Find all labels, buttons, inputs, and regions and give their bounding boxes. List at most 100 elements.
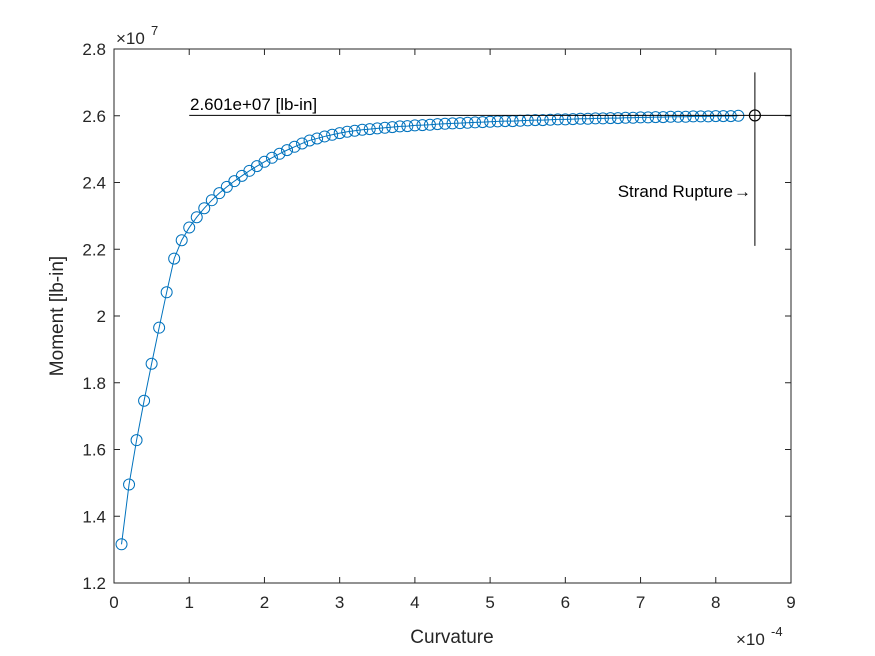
y-tick-label: 2	[97, 307, 106, 326]
series-point	[168, 252, 181, 265]
series-point	[296, 137, 309, 150]
series-point	[649, 111, 662, 124]
series-point	[190, 211, 203, 224]
rupture-point-marker	[748, 109, 761, 122]
series-point	[213, 187, 226, 200]
plot-content	[115, 72, 791, 551]
series-point	[341, 125, 354, 138]
series-point	[348, 124, 361, 137]
series-point	[220, 180, 233, 193]
series-point	[423, 118, 436, 131]
series-point	[446, 117, 459, 130]
series-point	[258, 155, 271, 168]
series-point	[153, 321, 166, 334]
series-point	[469, 116, 482, 129]
series-point	[378, 121, 391, 134]
series-point	[491, 115, 504, 128]
x-tick-label: 2	[260, 593, 269, 612]
y-tick-label: 1.6	[82, 441, 106, 460]
series-point	[311, 132, 324, 145]
series-point	[642, 111, 655, 124]
series-point	[250, 160, 263, 173]
y-exponent-multiplier: ×10	[116, 29, 145, 48]
x-tick-label: 1	[184, 593, 193, 612]
series-point	[551, 113, 564, 126]
y-axis-ticks: 1.2 1.4 1.6 1.8 2 2.2 2.4 2.6 2.8	[82, 40, 791, 593]
x-tick-label: 8	[711, 593, 720, 612]
series-point	[205, 194, 218, 207]
series-point	[438, 117, 451, 130]
series-point	[694, 110, 707, 123]
y-axis-label: Moment [lb-in]	[47, 256, 68, 376]
y-exponent-power: 7	[151, 23, 158, 38]
series-point	[288, 140, 301, 153]
y-tick-label: 2.4	[82, 174, 106, 193]
series-point	[664, 110, 677, 123]
x-axis-label: Curvature	[410, 627, 493, 648]
x-tick-label: 6	[561, 593, 570, 612]
series-point	[461, 116, 474, 129]
series-point	[123, 478, 136, 491]
series-point	[160, 286, 173, 299]
series-point	[401, 120, 414, 133]
y-tick-label: 1.4	[82, 507, 106, 526]
y-tick-label: 2.6	[82, 107, 106, 126]
series-point	[596, 112, 609, 125]
strand-rupture-arrow: →	[734, 182, 751, 201]
series-point	[273, 147, 286, 160]
series-point	[393, 120, 406, 133]
series-point	[589, 112, 602, 125]
series-point	[130, 434, 143, 447]
series-point	[709, 110, 722, 123]
series-point	[619, 111, 632, 124]
series-point	[484, 115, 497, 128]
series-point	[318, 130, 331, 143]
series-point	[574, 112, 587, 125]
series-point	[175, 234, 188, 247]
series-point	[303, 134, 316, 147]
series-point	[724, 110, 737, 123]
y-tick-label: 1.8	[82, 374, 106, 393]
series-point	[604, 112, 617, 125]
series-point	[371, 122, 384, 135]
x-tick-label: 5	[485, 593, 494, 612]
series-point	[634, 111, 647, 124]
moment-annotation-label: 2.601e+07 [lb-in]	[190, 95, 317, 114]
series-point	[265, 151, 278, 164]
y-tick-label: 2.2	[82, 240, 106, 259]
series-point	[363, 123, 376, 136]
series-point	[356, 123, 369, 136]
y-tick-label: 2.8	[82, 40, 106, 59]
series-point	[416, 119, 429, 132]
series-point	[717, 110, 730, 123]
series-point	[679, 110, 692, 123]
y-tick-label: 1.2	[82, 574, 106, 593]
series-point	[536, 114, 549, 127]
series-point	[476, 116, 489, 129]
series-point	[183, 221, 196, 234]
series-point	[702, 110, 715, 123]
series-point	[408, 119, 421, 132]
x-tick-label: 4	[410, 593, 419, 612]
x-exponent-power: -4	[771, 624, 783, 639]
series-point	[657, 111, 670, 124]
axes-box	[113, 48, 792, 584]
series-point	[611, 112, 624, 125]
series-point	[281, 144, 294, 157]
series-point	[672, 110, 685, 123]
series-point	[687, 110, 700, 123]
series-point	[115, 538, 128, 551]
series-point	[627, 111, 640, 124]
x-tick-label: 0	[109, 593, 118, 612]
series-point	[529, 114, 542, 127]
series-point	[544, 113, 557, 126]
series-point	[326, 128, 339, 141]
x-tick-label: 9	[786, 593, 795, 612]
series-point	[198, 202, 211, 215]
x-tick-label: 3	[335, 593, 344, 612]
series-point	[333, 127, 346, 140]
x-exponent-multiplier: ×10	[736, 630, 765, 649]
strand-rupture-label: Strand Rupture	[618, 182, 733, 201]
series-point	[581, 112, 594, 125]
series-point	[431, 118, 444, 131]
